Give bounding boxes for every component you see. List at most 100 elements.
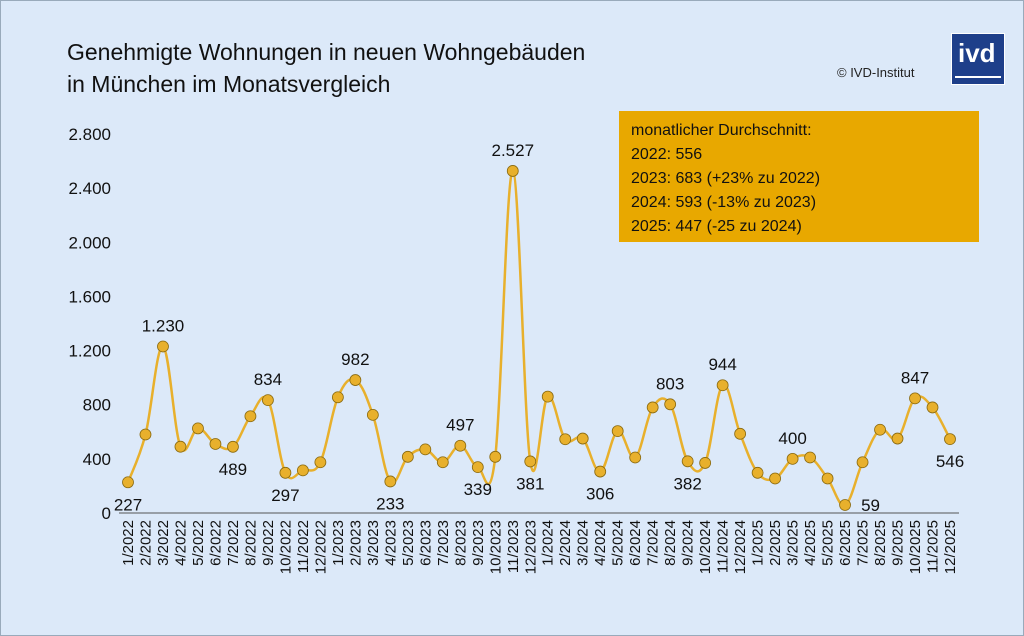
- data-label: 847: [901, 368, 929, 387]
- y-tick-label: 400: [83, 450, 111, 469]
- x-tick-label: 5/2022: [190, 520, 207, 566]
- average-line-2024: 2024: 593 (-13% zu 2023): [631, 194, 817, 211]
- data-point: [874, 423, 886, 436]
- x-tick-label: 9/2023: [470, 520, 487, 566]
- y-tick-label: 2.400: [68, 179, 111, 198]
- x-tick-label: 12/2023: [522, 520, 539, 574]
- data-label: 227: [114, 495, 142, 514]
- data-point: [349, 374, 362, 386]
- data-point: [227, 440, 239, 453]
- x-tick-label: 11/2024: [715, 520, 732, 573]
- x-tick-label: 8/2022: [242, 520, 259, 566]
- data-point: [786, 452, 799, 465]
- x-tick-label: 3/2024: [575, 520, 592, 566]
- logo-text: ivd: [958, 38, 996, 68]
- x-tick-label: 10/2023: [487, 520, 504, 574]
- chart-title-line2: in München im Monatsvergleich: [67, 71, 391, 97]
- ivd-logo: ivd: [951, 33, 1005, 85]
- data-label: 489: [219, 460, 247, 479]
- data-point: [314, 456, 327, 469]
- x-tick-label: 7/2024: [645, 520, 662, 566]
- x-tick-label: 2/2024: [557, 520, 574, 566]
- data-label: 233: [376, 494, 404, 513]
- data-label: 1.230: [142, 317, 185, 336]
- data-label: 803: [656, 374, 684, 393]
- average-line-2023: 2023: 683 (+23% zu 2022): [631, 170, 821, 187]
- data-point: [401, 450, 414, 463]
- data-label: 306: [586, 485, 614, 504]
- data-point: [366, 408, 379, 421]
- x-tick-label: 3/2022: [155, 520, 172, 566]
- data-label: 59: [861, 496, 880, 515]
- x-tick-label: 2/2023: [347, 520, 364, 566]
- x-tick-label: 3/2023: [365, 520, 382, 566]
- average-line-2022: 2022: 556: [631, 146, 703, 163]
- x-tick-label: 4/2024: [592, 520, 609, 566]
- data-label: 400: [778, 429, 806, 448]
- data-point: [681, 455, 694, 468]
- data-label: 944: [708, 355, 736, 374]
- average-heading: monatlicher Durchschnitt:: [631, 122, 812, 139]
- data-point: [664, 398, 677, 411]
- x-tick-label: 11/2023: [505, 520, 522, 573]
- average-line-2025: 2025: 447 (-25 zu 2024): [631, 218, 802, 235]
- data-point: [891, 432, 904, 445]
- data-point: [541, 390, 554, 403]
- x-tick-label: 7/2022: [225, 520, 242, 566]
- data-point: [611, 425, 624, 438]
- data-label: 497: [446, 416, 474, 435]
- y-tick-label: 2.800: [68, 125, 111, 144]
- y-tick-label: 1.600: [68, 287, 111, 306]
- data-point: [471, 461, 484, 474]
- x-tick-label: 9/2024: [680, 520, 697, 566]
- x-tick-label: 9/2025: [890, 520, 907, 566]
- average-box: monatlicher Durchschnitt: 2022: 556 2023…: [619, 111, 979, 242]
- x-tick-label: 6/2024: [627, 520, 644, 566]
- data-point: [821, 472, 834, 485]
- chart-title-line1: Genehmigte Wohnungen in neuen Wohngebäud…: [67, 39, 586, 65]
- data-point: [419, 443, 432, 456]
- y-tick-label: 1.200: [68, 342, 111, 361]
- x-tick-label: 11/2022: [295, 520, 312, 573]
- y-tick-label: 0: [102, 504, 111, 523]
- data-point: [699, 457, 712, 469]
- x-tick-label: 1/2025: [750, 520, 767, 566]
- data-point: [436, 456, 449, 469]
- x-tick-label: 11/2025: [925, 520, 942, 573]
- x-tick-label: 6/2025: [837, 520, 854, 566]
- data-label: 381: [516, 474, 544, 493]
- x-tick-label: 2/2022: [137, 520, 154, 566]
- x-tick-label: 4/2022: [172, 520, 189, 566]
- data-label: 982: [341, 350, 369, 369]
- data-point: [192, 422, 204, 435]
- data-point: [646, 401, 659, 414]
- data-point: [559, 433, 572, 446]
- x-tick-label: 12/2024: [732, 520, 749, 574]
- x-tick-label: 9/2022: [260, 520, 277, 566]
- data-point: [174, 440, 187, 453]
- x-tick-label: 12/2022: [312, 520, 329, 574]
- data-point: [734, 427, 747, 440]
- data-point: [629, 451, 642, 464]
- data-point: [454, 439, 467, 452]
- x-tick-label: 3/2025: [785, 520, 802, 566]
- data-point: [209, 438, 222, 450]
- data-point: [384, 475, 397, 488]
- data-point: [909, 392, 921, 405]
- copyright-notice: © IVD-Institut: [837, 65, 915, 80]
- x-tick-label: 1/2023: [330, 520, 347, 566]
- x-tick-label: 8/2024: [662, 520, 679, 566]
- data-point: [279, 466, 292, 479]
- data-label: 297: [271, 486, 299, 505]
- x-tick-label: 4/2025: [802, 520, 819, 566]
- data-point: [506, 165, 519, 177]
- data-point: [262, 394, 274, 407]
- x-tick-label: 7/2023: [435, 520, 452, 566]
- x-tick-label: 10/2022: [277, 520, 294, 574]
- x-tick-label: 5/2023: [400, 520, 417, 566]
- x-tick-label: 8/2025: [872, 520, 889, 566]
- x-tick-label: 6/2022: [207, 520, 224, 566]
- data-point: [856, 456, 869, 469]
- data-point: [716, 379, 729, 392]
